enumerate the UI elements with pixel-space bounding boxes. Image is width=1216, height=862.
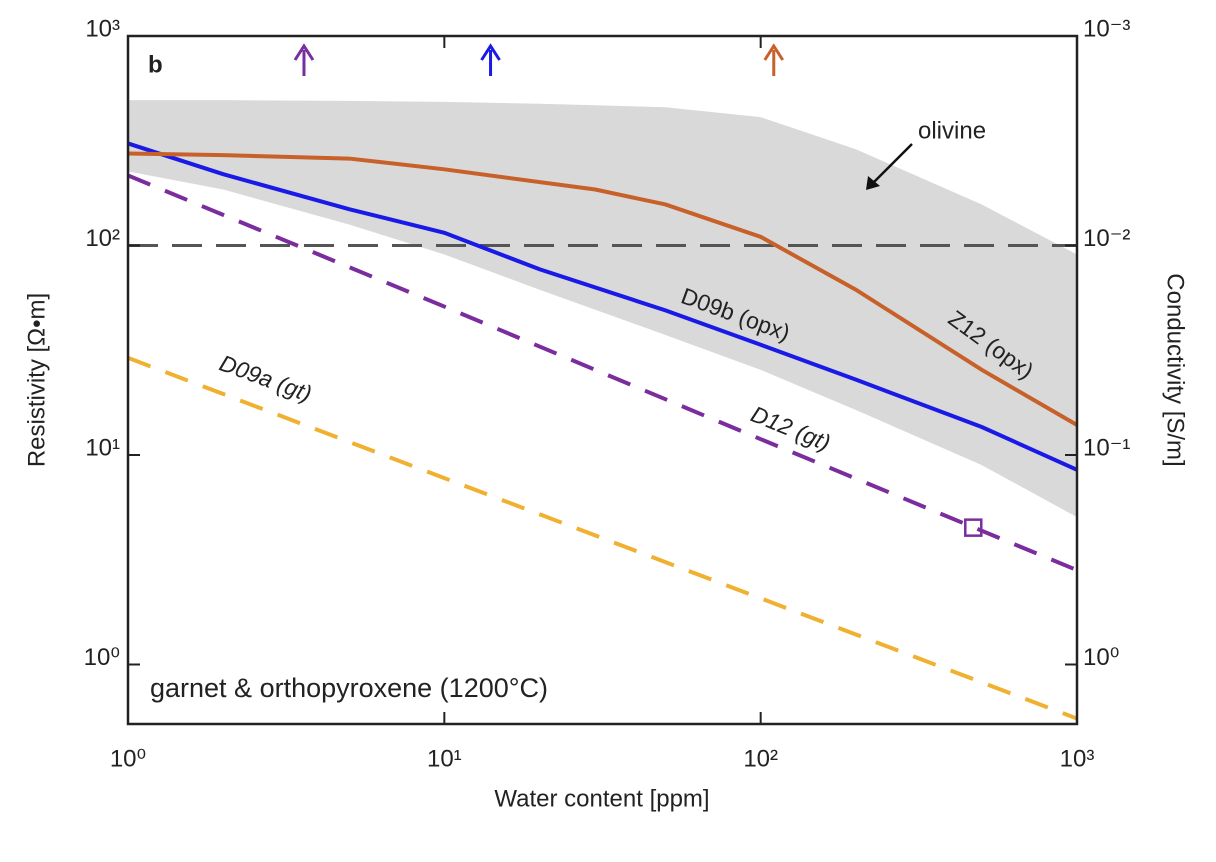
band-label-arrowhead bbox=[866, 176, 880, 190]
top-arrow bbox=[480, 43, 501, 76]
y2-tick-label: 10⁻² bbox=[1083, 225, 1130, 252]
top-arrow bbox=[763, 43, 785, 76]
top-arrow bbox=[293, 43, 315, 76]
series-line bbox=[127, 355, 1078, 721]
band-label: olivine bbox=[918, 117, 986, 144]
x-tick-label: 10¹ bbox=[427, 745, 462, 772]
band-label-arrow bbox=[871, 143, 913, 185]
series-line bbox=[127, 151, 1079, 427]
y-tick-label: 10⁰ bbox=[84, 644, 120, 671]
x-axis-label: Water content [ppm] bbox=[494, 785, 709, 812]
y2-axis-label: Conductivity [S/m] bbox=[1162, 273, 1189, 466]
panel-label: b bbox=[148, 51, 163, 78]
plot-frame bbox=[126, 34, 1079, 726]
y-tick-label: 10³ bbox=[85, 15, 120, 42]
y2-tick-label: 10⁻¹ bbox=[1083, 434, 1130, 461]
y-tick-label: 10¹ bbox=[85, 434, 120, 461]
y-axis-label: Resistivity [Ω•m] bbox=[23, 293, 50, 467]
olivine-band bbox=[128, 100, 1077, 518]
x-tick-label: 10² bbox=[743, 745, 778, 772]
series-label: D09a (gt) bbox=[216, 350, 315, 407]
y-tick-label: 10² bbox=[85, 225, 120, 252]
plot-area bbox=[127, 100, 1079, 721]
marker bbox=[964, 518, 983, 537]
series-label: D12 (gt) bbox=[747, 401, 834, 456]
annotation: garnet & orthopyroxene (1200°C) bbox=[150, 673, 548, 703]
y2-tick-label: 10⁻³ bbox=[1083, 15, 1130, 42]
series-line bbox=[127, 173, 1078, 573]
x-tick-label: 10³ bbox=[1060, 745, 1095, 772]
x-tick-label: 10⁰ bbox=[110, 745, 146, 772]
series-line bbox=[127, 141, 1078, 472]
y2-tick-label: 10⁰ bbox=[1083, 644, 1119, 671]
